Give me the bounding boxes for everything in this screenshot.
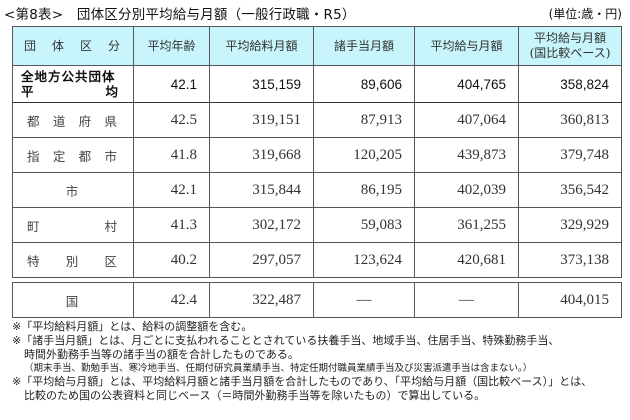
row-label: 都 道 府 県 [12,102,134,138]
row-label: 町 村 [12,207,134,243]
label-char: 市 [104,148,117,164]
header-group: 団 体 区 分 [12,26,134,66]
table-row-prefectures: 都 道 府 県 42.5 319,151 87,913 407,064 360,… [12,102,622,138]
note-allowances-cont: 時間外勤務手当等の諸手当の額を合計したものである。 [24,348,299,361]
row-label: 全地方公共団体 平 均 [12,65,134,103]
note-avg-total-salary: ※「平均給与月額」とは、平均給料月額と諸手当月額を合計したものであり、「平均給与… [12,375,593,388]
cell-avg-age: 42.5 [133,102,210,138]
table-title: <第8表> 団体区分別平均給与月額（一般行政職・R5） [4,7,356,23]
label-char: 指 [27,148,40,164]
table-row-towns-villages: 町 村 41.3 302,172 59,083 361,255 329,929 [12,207,622,243]
row-label: 国 [12,282,134,318]
cell-avg-base-salary: 297,057 [209,242,314,278]
header-avg-total-national-basis: 平均給与月額 (国比較ベース) [518,26,622,66]
cell-avg-base-salary: 302,172 [209,207,314,243]
label-char: 都 [27,113,40,129]
label-char: 別 [65,253,79,269]
cell-avg-total-salary: 439,873 [414,137,519,173]
cell-avg-total-salary: 407,064 [414,102,519,138]
cell-avg-total-salary: — [414,282,519,318]
cell-avg-total-national-basis: 360,813 [518,102,622,138]
label-chars: 都 道 府 県 [27,111,117,130]
cell-allowances: 123,624 [313,242,415,278]
cell-allowances: 120,205 [313,137,415,173]
cell-avg-total-national-basis: 379,748 [518,137,622,173]
label-chars: 市 [27,181,117,200]
cell-avg-total-salary: 361,255 [414,207,519,243]
label-char: 国 [65,293,79,309]
table-row-national: 国 42.4 322,487 — — 404,015 [12,282,622,318]
label-line1: 全地方公共団体 [21,69,116,84]
cell-allowances: 89,606 [313,65,415,103]
note-allowances-exclusions: （期末手当、勤勉手当、寒冷地手当、任期付研究員業績手当、特定任期付職員業績手当及… [24,363,533,374]
label-char: 村 [104,218,117,234]
label-right: 均 [105,84,119,99]
note-avg-total-salary-cont: 比較のため国の公表資料と同じベース（＝時間外勤務手当等を除いたもの）で算出してい… [24,389,486,402]
cell-avg-base-salary: 319,151 [209,102,314,138]
table-row-special-wards: 特 別 区 40.2 297,057 123,624 420,681 373,1… [12,242,622,278]
table-row-all-local: 全地方公共団体 平 均 42.1 315,159 89,606 404,765 … [12,65,622,103]
unit-label: (単位:歳・円) [548,7,622,21]
cell-avg-base-salary: 315,844 [209,172,314,208]
header-line1: 平均給与月額 [533,31,606,45]
label-char: 道 [52,113,66,129]
cell-avg-total-salary: 404,765 [414,65,519,103]
cell-allowances: — [313,282,415,318]
cell-avg-total-salary: 402,039 [414,172,519,208]
cell-avg-base-salary: 315,159 [209,65,314,103]
row-label: 特 別 区 [12,242,134,278]
cell-allowances: 87,913 [313,102,415,138]
cell-avg-age: 40.2 [133,242,210,278]
header-avg-base-salary: 平均給料月額 [209,26,314,66]
row-label: 市 [12,172,134,208]
cell-avg-total-national-basis: 373,138 [518,242,622,278]
label-char: 市 [65,183,79,199]
label-left: 平 [21,84,35,99]
table-row-designated-cities: 指 定 都 市 41.8 319,668 120,205 439,873 379… [12,137,622,173]
label-char: 町 [27,218,40,234]
cell-avg-age: 41.8 [133,137,210,173]
label-chars: 町 村 [27,216,117,235]
national-table: 国 42.4 322,487 — — 404,015 [12,282,622,318]
note-base-salary: ※「平均給料月額」とは、給料の調整額を含む。 [12,320,253,333]
table-row-cities: 市 42.1 315,844 86,195 402,039 356,542 [12,172,622,208]
cell-avg-age: 42.4 [133,282,210,318]
cell-avg-base-salary: 319,668 [209,137,314,173]
cell-avg-total-national-basis: 404,015 [518,282,622,318]
row-label: 指 定 都 市 [12,137,134,173]
label-char: 特 [27,253,40,269]
header-avg-total-salary: 平均給与月額 [414,26,519,66]
label-chars: 特 別 区 [27,251,117,270]
header-line2: (国比較ベース) [529,46,611,60]
label-chars: 指 定 都 市 [27,146,117,165]
cell-avg-total-national-basis: 356,542 [518,172,622,208]
header-allowances: 諸手当月額 [313,26,415,66]
cell-avg-total-salary: 420,681 [414,242,519,278]
cell-allowances: 59,083 [313,207,415,243]
label-line2: 平 均 [21,84,119,99]
label-char: 県 [104,113,117,129]
label-char: 都 [78,148,92,164]
note-allowances: ※「諸手当月額」とは、月ごとに支払われることとされている扶養手当、地域手当、住居… [12,334,560,347]
label-char: 府 [78,113,92,129]
cell-avg-age: 41.3 [133,207,210,243]
label-char: 区 [104,253,117,269]
footnotes: ※「平均給料月額」とは、給料の調整額を含む。 ※「諸手当月額」とは、月ごとに支払… [12,320,627,403]
cell-avg-age: 42.1 [133,65,210,103]
cell-allowances: 86,195 [313,172,415,208]
cell-avg-age: 42.1 [133,172,210,208]
cell-avg-total-national-basis: 329,929 [518,207,622,243]
cell-avg-base-salary: 322,487 [209,282,314,318]
salary-table: 団 体 区 分 平均年齢 平均給料月額 諸手当月額 平均給与月額 平均給与月額 … [12,26,622,278]
cell-avg-total-national-basis: 358,824 [518,65,622,103]
label-char: 定 [52,148,66,164]
header-avg-age: 平均年齢 [133,26,210,66]
label-chars: 国 [27,291,117,310]
header-row: 団 体 区 分 平均年齢 平均給料月額 諸手当月額 平均給与月額 平均給与月額 … [12,26,622,66]
